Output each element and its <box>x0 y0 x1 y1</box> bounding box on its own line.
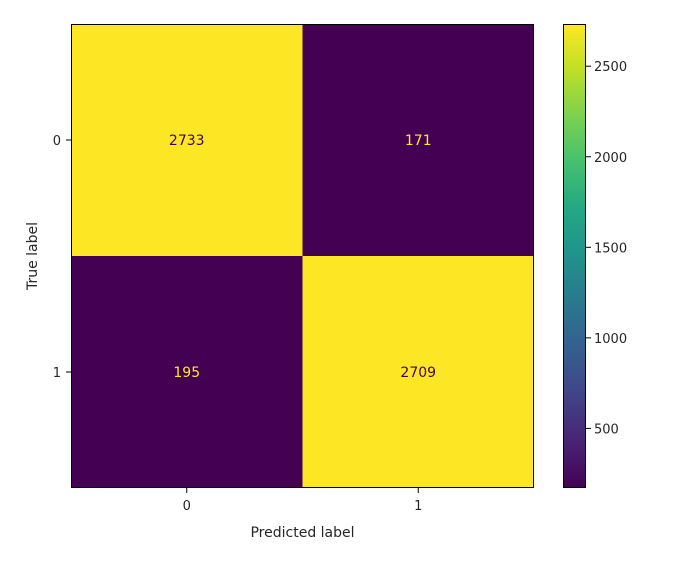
colorbar <box>563 24 586 488</box>
y-tick-label-0: 0 <box>53 134 61 149</box>
heatmap-cell-1-0 <box>71 256 303 488</box>
x-tick-label-0: 0 <box>183 499 191 514</box>
plot-frame <box>71 24 534 488</box>
heatmap-cells: 2733 171 195 2709 <box>71 24 534 488</box>
heatmap-cell-1-1 <box>302 256 534 488</box>
x-axis-label: Predicted label <box>250 525 354 541</box>
colorbar-tick-label-2: 1500 <box>594 241 627 256</box>
heatmap-cell-0-0 <box>71 24 303 256</box>
colorbar-ticks: 500 1000 1500 2000 2500 <box>586 60 627 437</box>
y-axis-ticks: 01 <box>53 134 71 381</box>
y-tick-label-1: 1 <box>53 366 61 381</box>
colorbar-tick-label-1: 1000 <box>594 332 627 347</box>
cell-value-label-0-1: 171 <box>405 133 432 149</box>
cell-value-label-0-0: 2733 <box>169 133 205 149</box>
x-tick-label-1: 1 <box>414 499 422 514</box>
cell-value-label-1-0: 195 <box>173 365 200 381</box>
colorbar-tick-label-4: 2500 <box>594 60 627 75</box>
colorbar-tick-label-0: 500 <box>594 422 619 437</box>
y-axis-label: True label <box>25 222 41 291</box>
heatmap-cell-0-1 <box>302 24 534 256</box>
cell-value-label-1-1: 2709 <box>400 365 436 381</box>
colorbar-tick-label-3: 2000 <box>594 151 627 166</box>
